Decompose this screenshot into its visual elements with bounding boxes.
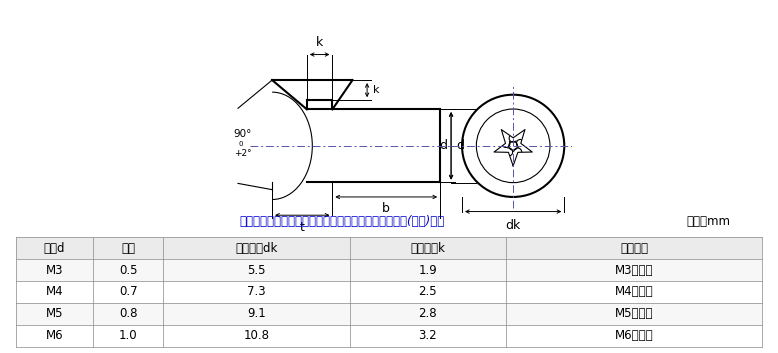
Text: 头部厚度k: 头部厚度k — [411, 242, 445, 255]
Text: 3.2: 3.2 — [419, 329, 437, 342]
Text: 90°: 90° — [233, 128, 252, 138]
Text: 1.0: 1.0 — [119, 329, 138, 342]
Text: d: d — [457, 139, 464, 152]
Text: 搭配扳手: 搭配扳手 — [620, 242, 648, 255]
Text: M6用扳手: M6用扳手 — [615, 329, 654, 342]
Bar — [16, 237, 762, 259]
Text: d: d — [440, 139, 447, 152]
Text: M3用扳手: M3用扳手 — [615, 264, 654, 276]
Text: +2°: +2° — [234, 149, 252, 158]
Text: 5.5: 5.5 — [247, 264, 266, 276]
Bar — [16, 259, 762, 281]
Text: 规格d: 规格d — [44, 242, 65, 255]
Text: 9.1: 9.1 — [247, 307, 266, 320]
Text: 10.8: 10.8 — [244, 329, 270, 342]
Text: t: t — [300, 221, 305, 234]
Bar — [16, 303, 762, 325]
Text: 0.5: 0.5 — [119, 264, 138, 276]
Text: L: L — [352, 239, 359, 252]
Text: M4: M4 — [46, 286, 63, 298]
Text: 7.3: 7.3 — [247, 286, 266, 298]
Text: M3: M3 — [46, 264, 63, 276]
Text: 0: 0 — [239, 141, 244, 147]
Text: b: b — [382, 202, 391, 215]
Text: k: k — [316, 36, 323, 49]
Text: M6: M6 — [46, 329, 63, 342]
Text: 单位：mm: 单位：mm — [686, 215, 730, 228]
Text: k: k — [373, 85, 379, 95]
Text: 头部直径dk: 头部直径dk — [236, 242, 278, 255]
Text: 0.7: 0.7 — [119, 286, 138, 298]
Text: 牙距: 牙距 — [121, 242, 135, 255]
Text: dk: dk — [506, 219, 520, 232]
Text: 1.9: 1.9 — [419, 264, 437, 276]
Text: M5: M5 — [46, 307, 63, 320]
Text: M5用扳手: M5用扳手 — [615, 307, 654, 320]
Text: 2.5: 2.5 — [419, 286, 437, 298]
Text: 螺母、平垫圈、挡圈等尺寸：以配套使用的螺丝的直径(粗细)为准: 螺母、平垫圈、挡圈等尺寸：以配套使用的螺丝的直径(粗细)为准 — [240, 215, 445, 228]
Text: M4用扳手: M4用扳手 — [615, 286, 654, 298]
Text: 2.8: 2.8 — [419, 307, 437, 320]
Text: 0.8: 0.8 — [119, 307, 138, 320]
